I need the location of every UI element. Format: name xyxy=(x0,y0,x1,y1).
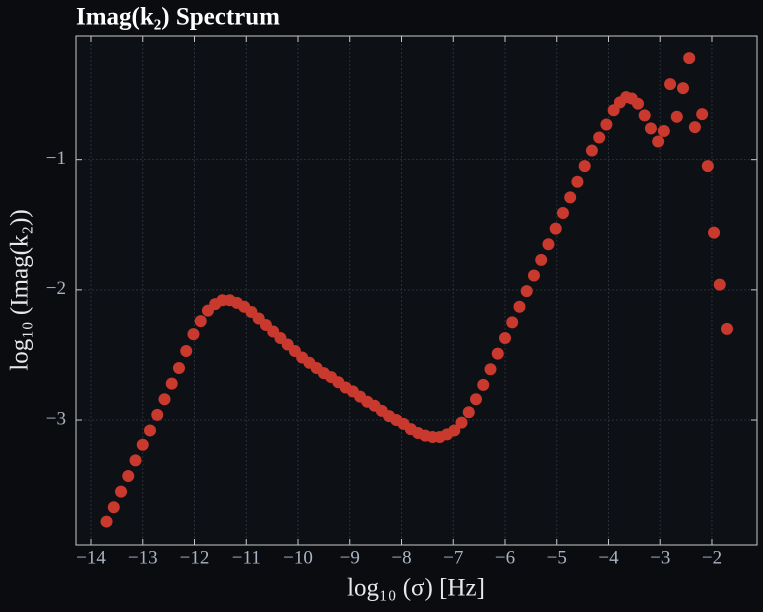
point xyxy=(115,485,128,498)
point xyxy=(107,501,120,514)
y-axis-label: log₁₀ (Imag(k₂)) xyxy=(7,209,34,371)
x-tick-label: −12 xyxy=(180,547,210,568)
point xyxy=(644,122,657,135)
point xyxy=(657,125,670,138)
x-tick-label: −8 xyxy=(391,547,411,568)
point xyxy=(542,238,555,251)
point xyxy=(506,316,519,329)
x-tick-label: −5 xyxy=(547,547,567,568)
point xyxy=(556,207,569,220)
x-axis-label: log₁₀ (σ) [Hz] xyxy=(347,575,485,602)
point xyxy=(696,108,709,121)
point xyxy=(455,416,468,429)
point xyxy=(670,110,683,123)
y-tick-label: −1 xyxy=(46,148,66,169)
point xyxy=(484,363,497,376)
point xyxy=(158,393,171,406)
x-tick-label: −3 xyxy=(650,547,670,568)
point xyxy=(470,393,483,406)
x-tick-label: −9 xyxy=(340,547,360,568)
y-tick-label: −2 xyxy=(46,278,66,299)
point xyxy=(462,406,475,419)
y-tick-label: −3 xyxy=(46,408,66,429)
point xyxy=(100,515,113,528)
point xyxy=(713,278,726,291)
x-tick-label: −7 xyxy=(443,547,463,568)
point xyxy=(172,361,185,374)
plot-area xyxy=(75,35,758,546)
point xyxy=(527,269,540,282)
point xyxy=(652,135,665,148)
x-tick-label: −11 xyxy=(232,547,261,568)
point xyxy=(477,378,490,391)
point xyxy=(631,97,644,110)
point xyxy=(180,345,193,358)
point xyxy=(129,454,142,467)
point xyxy=(638,109,651,122)
point xyxy=(593,131,606,144)
point xyxy=(143,424,156,437)
x-tick-label: −10 xyxy=(283,547,313,568)
point xyxy=(683,52,696,65)
point xyxy=(664,78,677,91)
point xyxy=(122,470,135,483)
x-tick-label: −4 xyxy=(598,547,619,568)
point xyxy=(701,160,714,173)
point xyxy=(136,438,149,451)
point xyxy=(600,118,613,131)
x-tick-label: −2 xyxy=(702,547,722,568)
x-tick-label: −14 xyxy=(76,547,106,568)
x-tick-label: −13 xyxy=(128,547,158,568)
point xyxy=(564,191,577,204)
point xyxy=(535,253,548,266)
point xyxy=(708,226,721,239)
point xyxy=(513,300,526,313)
point xyxy=(585,144,598,157)
point xyxy=(194,315,207,328)
point xyxy=(165,377,178,390)
point xyxy=(448,424,461,437)
x-tick-label: −6 xyxy=(495,547,515,568)
point xyxy=(677,82,690,95)
chart-title: Imag(k₂) Spectrum xyxy=(76,4,280,31)
point xyxy=(151,408,164,421)
point xyxy=(520,285,533,298)
point xyxy=(549,222,562,235)
point xyxy=(491,347,504,360)
point xyxy=(571,175,584,188)
point xyxy=(578,160,591,173)
point xyxy=(498,332,511,345)
point xyxy=(688,121,701,134)
point xyxy=(187,328,200,341)
point xyxy=(720,322,733,335)
